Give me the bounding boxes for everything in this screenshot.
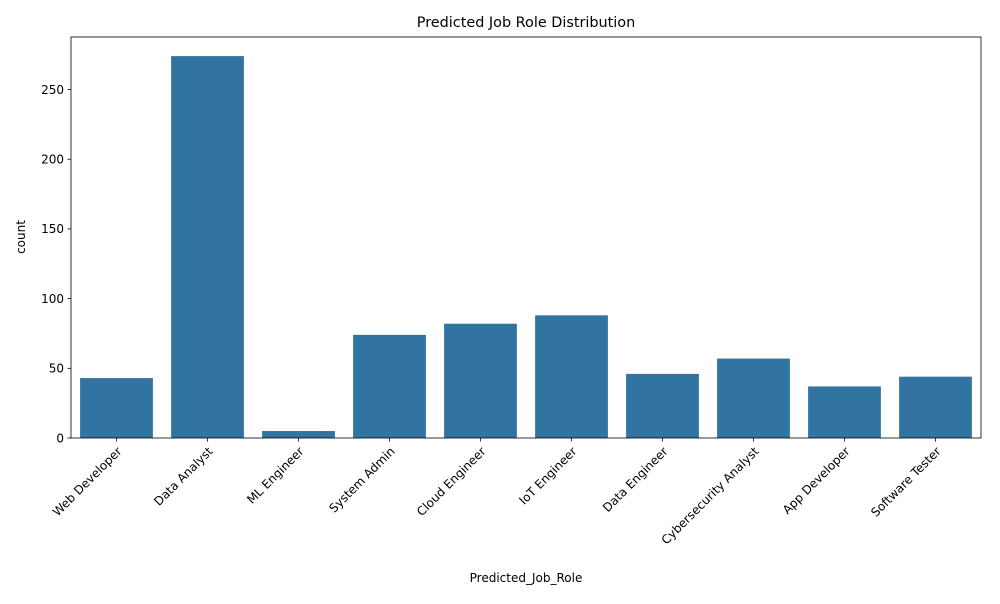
bar-4: [444, 323, 517, 438]
x-tick-label-6: Data Engineer: [600, 444, 671, 515]
y-tick-label-0: 0: [56, 431, 64, 445]
bar-1: [171, 56, 244, 438]
chart-title: Predicted Job Role Distribution: [417, 15, 635, 31]
bar-7: [717, 358, 790, 438]
x-tick-label-1: Data Analyst: [151, 444, 216, 509]
x-tick-label-7: Cybersecurity Analyst: [659, 444, 762, 547]
plot-area: 0 50 100 150 200 250 Web Developer Data Analyst…: [41, 36, 982, 547]
y-tick-label-1: 50: [49, 362, 64, 376]
y-tick-label-4: 200: [41, 153, 64, 167]
x-tick-label-8: App Developer: [780, 444, 853, 517]
bar-9: [899, 376, 972, 438]
bar-5: [535, 315, 608, 438]
x-tick-label-3: System Admin: [326, 444, 397, 515]
x-tick-label-9: Software Tester: [868, 444, 943, 519]
y-axis-label: count: [14, 220, 28, 254]
x-tick-label-0: Web Developer: [50, 444, 125, 519]
bar-6: [626, 373, 699, 438]
bar-3: [353, 334, 426, 438]
axes-frame: [70, 36, 982, 439]
y-tick-label-3: 150: [41, 222, 64, 236]
x-tick-label-4: Cloud Engineer: [414, 444, 489, 519]
x-axis-label: Predicted_Job_Role: [470, 571, 583, 585]
bar-8: [808, 386, 881, 438]
x-tick-label-2: ML Engineer: [244, 444, 306, 506]
bar-0: [80, 378, 153, 438]
x-tick-label-5: IoT Engineer: [516, 444, 579, 507]
y-tick-label-5: 250: [41, 83, 64, 97]
y-tick-label-2: 100: [41, 292, 64, 306]
bar-2: [262, 431, 335, 438]
